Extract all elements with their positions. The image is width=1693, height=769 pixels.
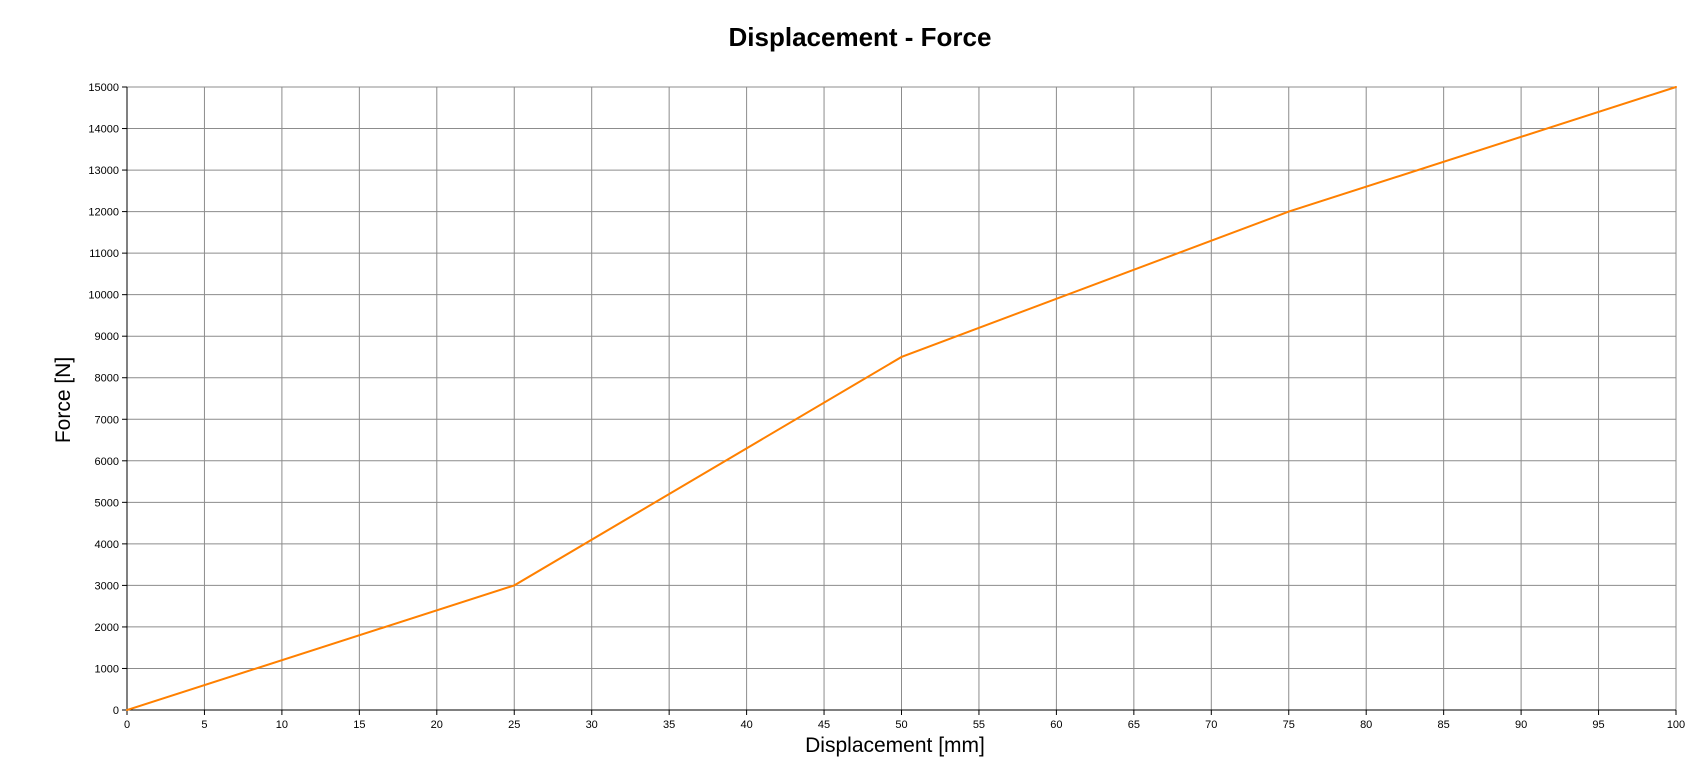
- y-tick-label: 13000: [88, 165, 119, 177]
- data-point: [513, 584, 515, 586]
- x-tick-label: 15: [353, 719, 365, 731]
- x-tick-label: 0: [124, 719, 130, 731]
- y-tick-label: 10000: [88, 290, 119, 302]
- y-tick-label: 1000: [95, 663, 119, 675]
- y-tick-label: 2000: [95, 622, 119, 634]
- x-tick-label: 65: [1128, 719, 1140, 731]
- data-point: [1288, 211, 1290, 213]
- x-tick-label: 10: [276, 719, 288, 731]
- y-axis-ticks: 0 1000 2000 3000 4000 5000 6000 7000 8000 9000 100…: [88, 82, 127, 717]
- y-tick-label: 15000: [88, 82, 119, 94]
- x-tick-label: 25: [508, 719, 520, 731]
- y-tick-label: 14000: [88, 124, 119, 136]
- x-tick-label: 20: [431, 719, 443, 731]
- x-tick-label: 85: [1438, 719, 1450, 731]
- data-point: [901, 356, 903, 358]
- data-point: [126, 709, 128, 711]
- y-axis-label: Force [N]: [52, 357, 75, 443]
- x-tick-label: 80: [1360, 719, 1372, 731]
- y-tick-label: 5000: [95, 497, 119, 509]
- x-tick-label: 90: [1515, 719, 1527, 731]
- x-tick-label: 40: [740, 719, 752, 731]
- y-tick-label: 0: [113, 705, 119, 717]
- x-tick-label: 75: [1283, 719, 1295, 731]
- x-tick-label: 60: [1050, 719, 1062, 731]
- y-tick-label: 6000: [95, 456, 119, 468]
- chart-title: Displacement - Force: [729, 22, 992, 52]
- y-tick-label: 8000: [95, 373, 119, 385]
- x-axis-ticks: 0 5 10 15 20 25 30 35 40 45 50 55 60 65 70 75 80 85 90 95 10…: [124, 710, 1685, 731]
- y-tick-label: 12000: [88, 207, 119, 219]
- y-tick-label: 11000: [89, 248, 119, 260]
- y-tick-label: 7000: [95, 414, 119, 426]
- x-tick-label: 70: [1205, 719, 1217, 731]
- x-tick-label: 45: [818, 719, 830, 731]
- x-tick-label: 35: [663, 719, 675, 731]
- grid: [127, 87, 1676, 710]
- x-tick-label: 95: [1592, 719, 1604, 731]
- x-tick-label: 5: [201, 719, 207, 731]
- x-axis-label: Displacement [mm]: [805, 734, 985, 757]
- y-tick-label: 3000: [95, 580, 119, 592]
- x-tick-label: 100: [1667, 719, 1685, 731]
- x-tick-label: 30: [586, 719, 598, 731]
- x-tick-label: 50: [895, 719, 907, 731]
- y-tick-label: 9000: [95, 331, 119, 343]
- x-tick-label: 55: [973, 719, 985, 731]
- data-point: [1675, 86, 1677, 88]
- y-tick-label: 4000: [95, 539, 119, 551]
